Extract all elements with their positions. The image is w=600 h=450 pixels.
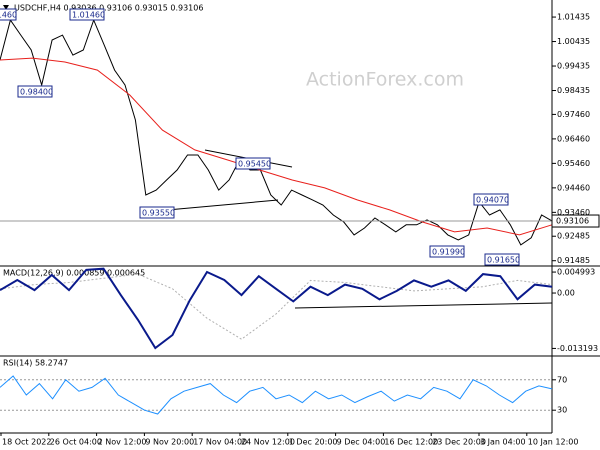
y-tick-label: 0.99435	[557, 62, 590, 71]
annotation-box	[0, 8, 17, 21]
series-line	[0, 57, 553, 236]
series-line	[0, 18, 553, 246]
annotation-box	[429, 245, 465, 258]
y-tick-label: 1.01435	[557, 13, 590, 22]
annotation: 0.95450	[238, 160, 271, 169]
x-tick-label: 1 Dec 20:00	[289, 438, 338, 447]
annotation: 1.01460	[0, 11, 17, 20]
x-tick-label: 9 Dec 04:00	[337, 438, 386, 447]
trend-line	[294, 302, 553, 309]
annotation-box	[235, 157, 271, 170]
y-tick-label: 30	[557, 406, 567, 415]
panel-title: MACD(12,26,9) 0.000859 0.000645	[3, 269, 145, 278]
annotation: 0.91990	[432, 248, 465, 257]
y-tick-label: 0.93460	[557, 208, 590, 217]
y-tick-label: 0.91485	[557, 256, 590, 265]
panel-title: USDCHF,H4 0.93036 0.93106 0.93015 0.9310…	[14, 4, 203, 13]
y-tick-label: 0.92485	[557, 232, 590, 241]
x-tick-label: 26 Oct 04:00	[50, 438, 102, 447]
y-tick-label: 0.95460	[557, 159, 590, 168]
annotation: 0.93550	[142, 209, 175, 218]
annotation: 1.01460	[72, 11, 105, 20]
annotation-box	[473, 193, 509, 206]
annotation-box	[17, 85, 53, 98]
annotation: 0.91650	[487, 256, 520, 265]
x-tick-label: 3 Jan 04:00	[480, 438, 526, 447]
last-price-label: 0.93106	[556, 217, 589, 226]
x-tick-label: 18 Oct 2022	[2, 438, 51, 447]
series-line	[0, 273, 553, 340]
y-tick-label: 70	[557, 375, 567, 384]
x-tick-label: 23 Dec 20:00	[432, 438, 486, 447]
watermark: ActionForex.com	[306, 69, 464, 91]
x-tick-label: 16 Dec 12:00	[384, 438, 438, 447]
series-line	[0, 267, 553, 350]
x-tick-label: 17 Nov 04:00	[193, 438, 247, 447]
last-price-box	[551, 214, 600, 228]
y-tick-label: 1.00435	[557, 37, 590, 46]
y-tick-label: -0.013193	[557, 344, 598, 353]
annotation-box	[484, 253, 520, 266]
y-tick-label: 0.00	[557, 289, 575, 298]
y-tick-label: 0.004993	[557, 268, 595, 277]
y-tick-label: 0.94460	[557, 183, 590, 192]
y-tick-label: 0.98435	[557, 86, 590, 95]
annotation-box	[69, 8, 105, 21]
x-tick-label: 9 Nov 20:00	[145, 438, 194, 447]
panel-title: RSI(14) 58.2747	[3, 359, 68, 368]
x-tick-label: 10 Jan 12:00	[528, 438, 579, 447]
x-tick-label: 2 Nov 12:00	[98, 438, 147, 447]
series-line	[0, 375, 553, 415]
x-tick-label: 24 Nov 12:00	[241, 438, 295, 447]
y-tick-label: 0.96460	[557, 134, 590, 143]
annotation: 0.98400	[20, 88, 53, 97]
annotation: 0.94070	[476, 196, 509, 205]
menu-icon	[3, 5, 9, 10]
y-tick-label: 0.97460	[557, 110, 590, 119]
annotation-box	[139, 206, 175, 219]
